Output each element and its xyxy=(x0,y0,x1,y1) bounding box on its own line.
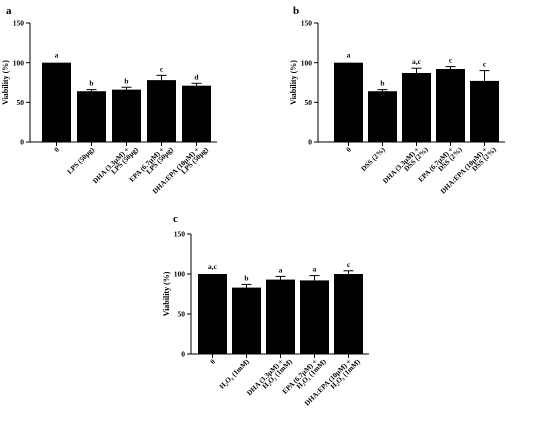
y-tick-label: 100 xyxy=(174,270,186,279)
panel-letter: b xyxy=(293,5,299,17)
y-tick-label: 0 xyxy=(308,138,312,147)
significance-label: c xyxy=(449,56,453,65)
y-tick-label: 50 xyxy=(305,98,313,107)
bar xyxy=(334,62,363,142)
x-category-label: LPS (50µg) xyxy=(66,145,97,176)
bar xyxy=(182,85,211,142)
bar xyxy=(77,91,106,142)
bar xyxy=(402,72,431,142)
bar xyxy=(198,274,227,354)
significance-label: c xyxy=(483,60,487,69)
y-tick-label: 100 xyxy=(301,58,313,67)
y-tick-label: 150 xyxy=(174,230,186,239)
significance-label: a,c xyxy=(208,262,218,271)
x-category-label: DSS (2%) xyxy=(360,145,388,173)
panel-letter: a xyxy=(6,5,12,17)
panel-letter: c xyxy=(173,213,178,225)
significance-label: a xyxy=(347,51,351,60)
bar xyxy=(42,62,71,142)
x-category-label: H₂O₂ (1mM) xyxy=(218,357,251,390)
bar xyxy=(147,80,176,142)
y-axis-label: Viability (%) xyxy=(162,271,171,316)
y-tick-label: 50 xyxy=(17,98,25,107)
significance-label: d xyxy=(194,72,199,81)
bar xyxy=(232,287,261,354)
y-tick-label: 100 xyxy=(13,58,25,67)
significance-label: b xyxy=(380,79,384,88)
y-axis-label: Viability (%) xyxy=(1,60,10,105)
x-category-label: 0 xyxy=(209,357,217,365)
bar xyxy=(368,91,397,142)
bar xyxy=(112,89,141,142)
y-axis-label: Viability (%) xyxy=(289,60,298,105)
significance-label: a,c xyxy=(412,57,422,66)
bar xyxy=(334,274,363,354)
bar xyxy=(300,280,329,354)
y-tick-label: 50 xyxy=(178,310,186,319)
significance-label: b xyxy=(124,76,128,85)
y-tick-label: 150 xyxy=(13,19,25,28)
bar xyxy=(470,80,499,142)
bar xyxy=(436,69,465,142)
x-category-label: 0 xyxy=(345,145,353,153)
significance-label: a xyxy=(279,265,283,274)
bar xyxy=(266,279,295,354)
significance-label: c xyxy=(160,64,164,73)
significance-label: b xyxy=(244,273,248,282)
y-tick-label: 0 xyxy=(20,138,24,147)
y-tick-label: 150 xyxy=(301,19,313,28)
significance-label: a xyxy=(55,51,59,60)
x-category-label: 0 xyxy=(53,145,61,153)
significance-label: c xyxy=(347,260,351,269)
significance-label: a xyxy=(313,265,317,274)
y-tick-label: 0 xyxy=(181,350,185,359)
significance-label: b xyxy=(89,79,93,88)
